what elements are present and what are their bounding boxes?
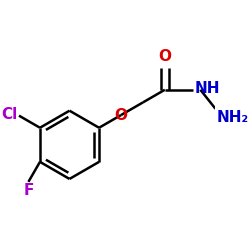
- Text: Cl: Cl: [2, 107, 18, 122]
- Text: NH: NH: [195, 81, 220, 96]
- Text: O: O: [158, 50, 171, 64]
- Text: O: O: [114, 108, 128, 122]
- Text: F: F: [23, 183, 34, 198]
- Text: NH₂: NH₂: [216, 110, 249, 125]
